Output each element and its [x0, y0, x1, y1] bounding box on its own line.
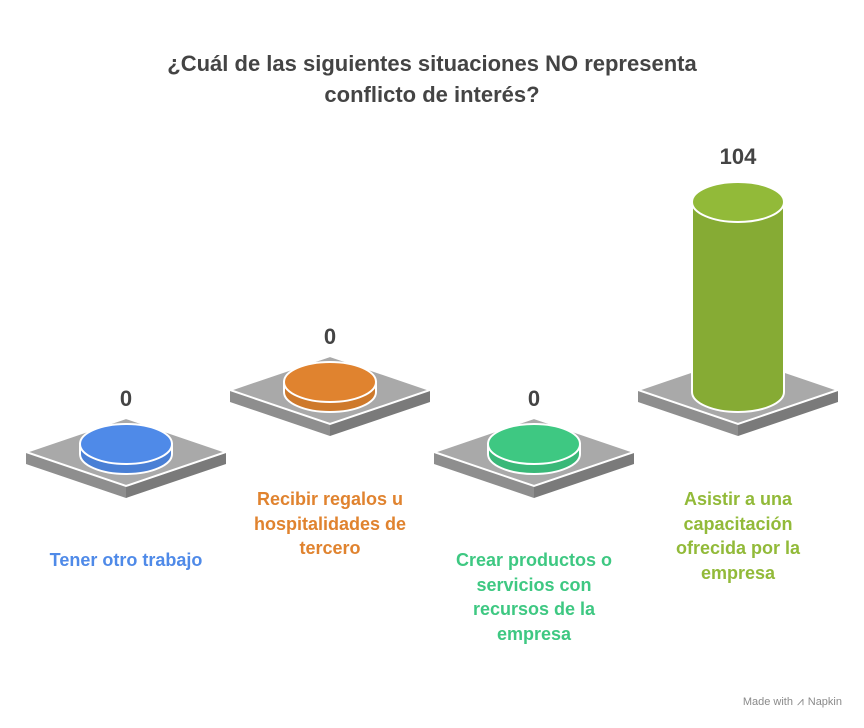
bar-cap-1: [79, 423, 173, 465]
made-with-text: Made with: [742, 695, 793, 708]
category-label-1: Tener otro trabajo: [26, 548, 226, 573]
category-label-4-line-1: Asistir a una: [683, 489, 793, 509]
category-label-2-line-1: Recibir regalos u: [256, 489, 404, 509]
platform-right-face: [126, 452, 226, 498]
chart-title: ¿Cuál de las siguientes situaciones NO r…: [0, 48, 864, 110]
platform-right-face: [534, 452, 634, 498]
bar-body-4: [691, 201, 785, 413]
chart-title-line-2: conflicto de interés?: [324, 82, 540, 107]
value-label-1: 0: [120, 386, 132, 411]
bar-cap-3: [487, 423, 581, 465]
platform-left-face: [638, 390, 738, 436]
category-label-4-line-3: ofrecida por la: [675, 538, 801, 558]
category-label-2-line-3: tercero: [299, 538, 361, 558]
category-label-4-line-2: capacitación: [683, 513, 793, 534]
value-label-3: 0: [528, 386, 540, 411]
value-label-4: 104: [720, 144, 757, 169]
platform-left-face: [230, 390, 330, 436]
bar-group-4: 104: [634, 144, 842, 436]
bar-cap-2: [283, 361, 377, 403]
platform-right-face: [738, 390, 838, 436]
platform-right-face: [330, 390, 430, 436]
napkin-logo-icon: ⩘: [796, 694, 804, 708]
category-label-4: Asistir a una capacitación ofrecida por la…: [638, 487, 838, 585]
platform-left-face: [26, 452, 126, 498]
value-label-2: 0: [324, 324, 336, 349]
bar-group-3: 0: [430, 386, 638, 498]
category-label-2-line-2: hospitalidades de: [253, 513, 407, 534]
watermark: Made with ⩘ Napkin: [743, 694, 842, 709]
category-label-3-line-1: Crear productos o: [455, 550, 613, 570]
category-label-3-line-4: empresa: [496, 623, 572, 644]
bar-group-1: 0: [22, 386, 230, 498]
bar-group-2: 0: [226, 324, 434, 436]
category-label-3-line-2: servicios con: [476, 574, 592, 595]
category-label-4-line-4: empresa: [700, 562, 776, 583]
category-label-1-line-1: Tener otro trabajo: [49, 550, 203, 570]
category-label-3: Crear productos o servicios con recursos d…: [434, 548, 634, 646]
chart-title-line-1: ¿Cuál de las siguientes situaciones NO r…: [167, 51, 697, 76]
category-label-2: Recibir regalos u hospitalidades de tercer…: [230, 487, 430, 561]
bar-cap-4: [691, 181, 785, 223]
platform-left-face: [434, 452, 534, 498]
napkin-name: Napkin: [807, 695, 842, 708]
category-label-3-line-3: recursos de la: [472, 599, 596, 619]
